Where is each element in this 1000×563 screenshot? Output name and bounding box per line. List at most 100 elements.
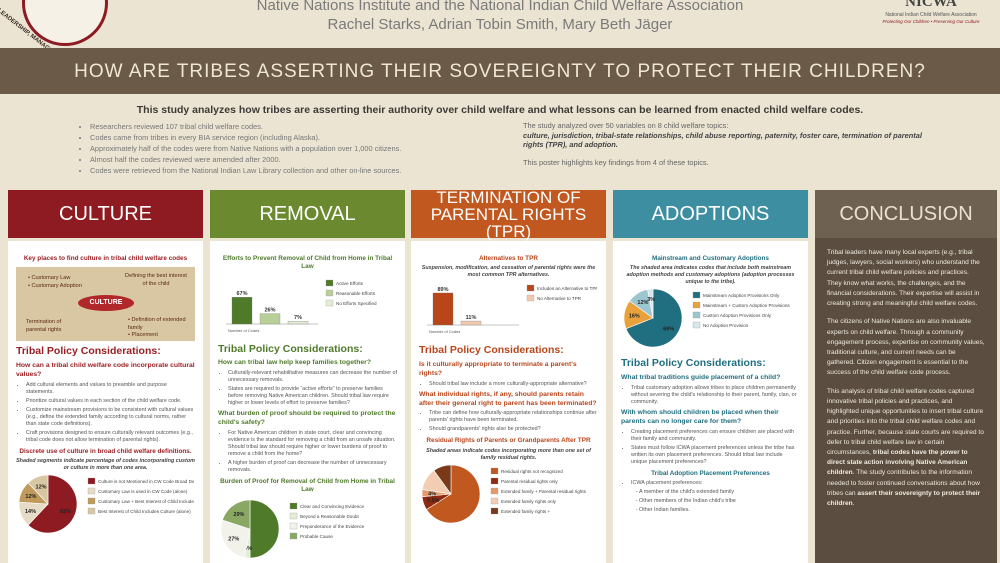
bullet: States are required to provide “active e…	[228, 386, 397, 407]
removal-column: REMOVAL Efforts to Prevent Removal of Ch…	[210, 190, 405, 563]
diagram-text: Customary Law	[31, 275, 71, 282]
legend-label: Clear and Convincing Evidence	[300, 504, 365, 509]
legend-swatch	[692, 322, 701, 329]
text-run: .	[852, 500, 855, 508]
legend-swatch	[692, 292, 701, 299]
legend-swatch	[87, 487, 96, 495]
value-label: 20%	[233, 511, 244, 517]
diagram-text: Customary Adoption	[31, 282, 82, 289]
bar	[259, 313, 281, 324]
intro-right-2: culture, jurisdiction, tribal-state rela…	[523, 130, 922, 150]
legend-label: Preponderance of the Evidence	[300, 524, 365, 529]
legend-label: Residual rights not recognized	[501, 469, 563, 474]
bullet: Tribe can define how culturally-appropri…	[429, 410, 598, 424]
conclusion-body: Tribal leaders have many local experts (…	[815, 238, 997, 519]
value-label: 27%	[228, 536, 239, 542]
diagram-label: Defining the best interest of the child	[125, 273, 187, 287]
bullet: Approximately half of the codes were fro…	[90, 144, 520, 153]
chart-title: Key places to find culture in tribal chi…	[23, 255, 188, 262]
chart-note: Shaded areas indicate codes incorporatin…	[426, 447, 591, 461]
paragraph: This analysis of tribal child welfare co…	[827, 387, 985, 510]
legend-swatch	[289, 522, 298, 529]
bullet: Craft provisions designed to ensure cult…	[26, 430, 195, 444]
bullet: Creating placement preferences can ensur…	[631, 429, 800, 443]
diagram-text: Placement	[131, 331, 158, 338]
diagram-label: Termination of parental rights	[26, 319, 62, 333]
legend-swatch	[289, 532, 298, 539]
text-run: This analysis of tribal child welfare co…	[827, 387, 984, 456]
question: What individual rights, if any, should p…	[419, 390, 597, 407]
pie-chart: 69% 16% 12%3% Mainstream Adoption Provision…	[623, 289, 790, 348]
chart-title: Mainstream and Customary Adoptions	[652, 255, 769, 262]
legend-swatch	[289, 512, 298, 519]
header-line: Native Nations Institute and the Nationa…	[256, 0, 744, 14]
title-bar	[0, 48, 1000, 94]
pie-chart: 62% 14% 12%12% Culture is not Mentioned in …	[18, 474, 203, 534]
bullet: For Native American children in state co…	[228, 430, 397, 458]
question: What burden of proof should be required …	[218, 410, 396, 427]
intro-bullets: Researchers reviewed 107 tribal child we…	[80, 120, 520, 177]
bar	[231, 296, 253, 324]
legend-label: Custom Adoption Provisions Only	[703, 313, 772, 318]
column-heading: CULTURE	[8, 190, 203, 238]
legend-swatch	[325, 289, 334, 296]
legend-swatch	[526, 285, 535, 292]
diagram-label: • Customary Law • Customary Adoption	[28, 275, 82, 289]
chart-title: Tribal Adoption Placement Preferences	[651, 469, 770, 477]
bar-chart: 89% 11% Number of Codes Includes an Alterna…	[427, 285, 599, 334]
value-label: 26%	[264, 307, 275, 313]
policy-heading: Tribal Policy Considerations:	[621, 357, 766, 370]
bullet: Codes were retrieved from the National I…	[90, 166, 520, 175]
bullet-list: Creating placement preferences can ensur…	[621, 429, 800, 466]
culture-diagram: • Customary Law • Customary Adoption Defi…	[16, 267, 195, 342]
bullet: A member of the child's extended family	[639, 489, 800, 496]
chart-title: Discrete use of culture in broad child w…	[19, 447, 192, 455]
diagram-center: CULTURE	[78, 295, 134, 312]
bullet-list: Should tribal law include a more cultura…	[419, 381, 598, 388]
bullet: Should grandparents' rights also be prot…	[429, 426, 598, 433]
sub-list: A member of the child's extended family O…	[621, 489, 800, 514]
bullet: A higher burden of proof can decrease th…	[228, 460, 397, 474]
legend-label: Extended family rights +	[501, 509, 550, 514]
legend-label: Reasonable Efforts	[336, 291, 376, 296]
axis-label: Number of Codes	[228, 328, 259, 333]
bullet-list: For Native American children in state co…	[218, 430, 397, 474]
bullet-list: Culturally-relevant rehabilitative measu…	[218, 370, 397, 407]
bullet: Other Indian families.	[639, 507, 800, 514]
pie-slice	[625, 289, 683, 348]
text-run: assert their sovereignty to protect thei…	[827, 489, 981, 508]
value-label: 62%	[60, 509, 71, 515]
bullet: Should tribal law include a more cultura…	[429, 381, 598, 388]
value-label: 69%	[663, 327, 674, 333]
column-panel: Alternatives to TPR Suspension, modifica…	[411, 241, 606, 563]
title: HOW ARE TRIBES ASSERTING THEIR SOVEREIGN…	[74, 61, 926, 82]
value-label: 12%	[36, 485, 47, 491]
legend-label: Mainstream + Custom Adoption Provisions	[703, 303, 790, 308]
policy-heading: Tribal Policy Considerations:	[218, 342, 363, 355]
bullet: Other members of the Indian child's trib…	[639, 498, 800, 505]
question: What tribal traditions guide placement o…	[621, 374, 781, 382]
chart-note: Suspension, modification, and cessation …	[421, 265, 596, 279]
legend-swatch	[87, 497, 96, 505]
column-heading: TERMINATION OF PARENTAL RIGHTS (TPR)	[411, 189, 606, 240]
legend-label: Mainstream Adoption Provisions Only	[703, 293, 780, 298]
question: How can a tribal child welfare code inco…	[16, 361, 195, 378]
legend-swatch	[526, 295, 535, 302]
question: Is it culturally appropriate to terminat…	[419, 361, 577, 377]
authors: Rachel Starks, Adrian Tobin Smith, Mary …	[327, 16, 673, 33]
chart-note: The shaded area indicates codes that inc…	[626, 265, 795, 286]
value-label: 7%	[294, 315, 302, 321]
chart-title: Residual Rights of Parents or Grandparen…	[426, 437, 591, 445]
pie-slice	[27, 474, 78, 534]
legend-label: Active Efforts	[336, 281, 364, 286]
legend-label: Beyond a Reasonable Doubt	[300, 514, 359, 519]
legend-swatch	[325, 279, 334, 286]
pie-chart: 7.5%4% Residual rights not recognized Pare…	[421, 464, 587, 523]
intro-right-1: The study analyzed over 50 variables on …	[523, 121, 729, 130]
value-label: 7.5%	[427, 498, 440, 504]
chart-note: Shaded segments indicate percentage of c…	[16, 458, 195, 472]
legend-swatch	[490, 507, 499, 514]
column-panel: Key places to find culture in tribal chi…	[8, 241, 203, 563]
legend-swatch	[490, 497, 499, 504]
